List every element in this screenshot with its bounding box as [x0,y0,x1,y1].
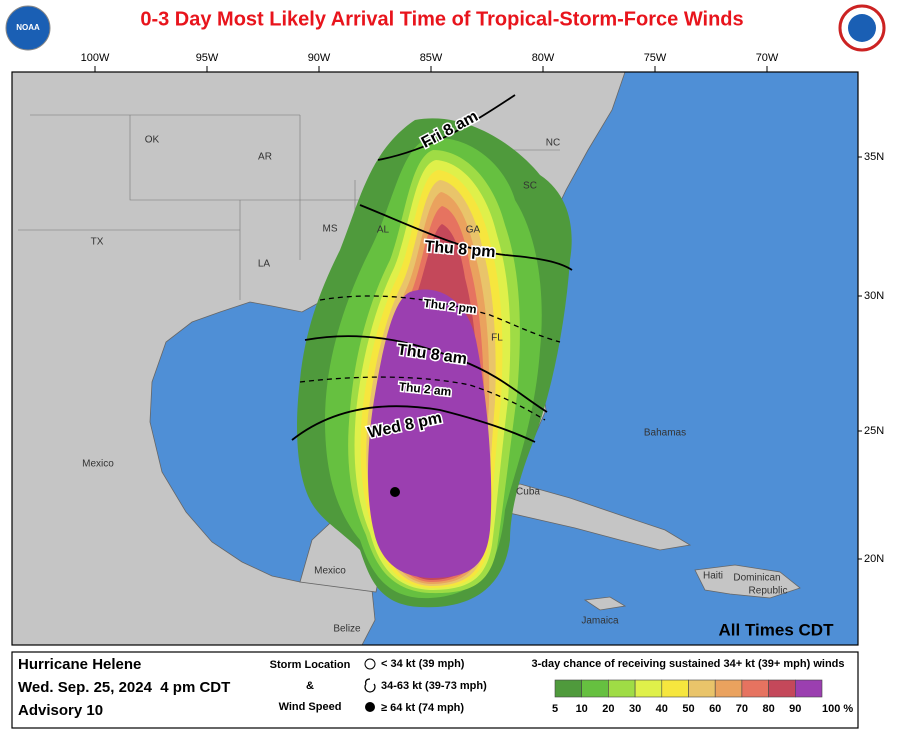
scale-swatch [768,679,796,698]
scale-label: 70 [736,703,748,715]
place-label: FL [491,333,503,344]
longitude-label: 75W [644,52,667,64]
place-label: Bahamas [644,428,686,439]
latitude-label: 35N [864,151,884,163]
logo-text: NOAA [16,23,40,32]
longitude-label: 95W [196,52,219,64]
noaa-logo [5,5,51,51]
scale-swatch [634,679,663,698]
scale-label: 20 [602,703,614,715]
place-label: LA [258,259,271,270]
place-label: AL [377,225,390,236]
time-note: All Times CDT [719,620,835,639]
scale-label: 90 [789,703,801,715]
scale-swatch [554,679,583,698]
map: OK AR NC SC GA AL MS TX LA FL Mexico Mex… [11,52,884,646]
place-label: Dominican [733,573,780,584]
legend-title: Storm Location [270,659,351,671]
latitude-label: 25N [864,425,884,437]
scale-label: 100 % [822,703,853,715]
place-label: GA [466,225,481,236]
place-label: Republic [749,586,788,597]
title: 0-3 Day Most Likely Arrival Time of Trop… [140,8,743,30]
scale-label: 40 [656,703,668,715]
scale-label: 5 [552,703,558,715]
map-frame [11,71,859,646]
place-label: Cuba [516,487,540,498]
symbol-label: < 34 kt (39 mph) [381,658,465,670]
place-label: Jamaica [581,616,619,627]
scale-label: 10 [576,703,588,715]
symbol-ts [364,678,376,693]
longitude-label: 90W [308,52,331,64]
longitude-label: 80W [532,52,555,64]
place-label: TX [91,237,104,248]
place-label: SC [523,181,537,192]
place-label: Belize [333,624,361,635]
place-label: OK [145,135,160,146]
symbol-ts-low [364,658,376,670]
storm-name: Hurricane Helene [18,656,141,673]
advisory-number: Advisory 10 [18,702,103,719]
symbol-hurricane [365,702,375,712]
place-label: NC [546,138,560,149]
scale-swatch [688,679,716,698]
legend-title: Wind Speed [279,701,342,713]
scale-swatch [661,679,689,698]
longitude-label: 100W [81,52,110,64]
symbol-label: ≥ 64 kt (74 mph) [381,702,464,714]
legend-title: & [306,680,314,692]
land-jamaica [583,596,627,611]
longitude-label: 70W [756,52,779,64]
arrival-contours [291,94,573,443]
scale-swatch [608,679,636,698]
advisory-date: Wed. Sep. 25, 2024 4 pm CDT [18,679,230,696]
latitude-label: 30N [864,290,884,302]
place-label: Mexico [314,566,346,577]
color-scale: 5 10 20 30 40 50 60 70 80 90 100 % [552,679,853,715]
place-label: AR [258,152,272,163]
scale-label: 50 [682,703,694,715]
place-label: MS [323,224,338,235]
latitude-label: 20N [864,553,884,565]
scale-title: 3-day chance of receiving sustained 34+ … [532,658,845,670]
nws-logo-inner [848,14,876,42]
scale-swatch [794,679,823,698]
longitude-label: 85W [420,52,443,64]
place-label: Mexico [82,459,114,470]
land-hispaniola [694,564,801,599]
scale-label: 30 [629,703,641,715]
symbol-label: 34-63 kt (39-73 mph) [381,680,487,692]
scale-label: 60 [709,703,721,715]
scale-swatch [741,679,769,698]
storm-location [390,487,400,497]
scale-swatch [714,679,743,698]
place-label: Haiti [703,571,723,582]
scale-swatch [581,679,609,698]
scale-label: 80 [762,703,774,715]
